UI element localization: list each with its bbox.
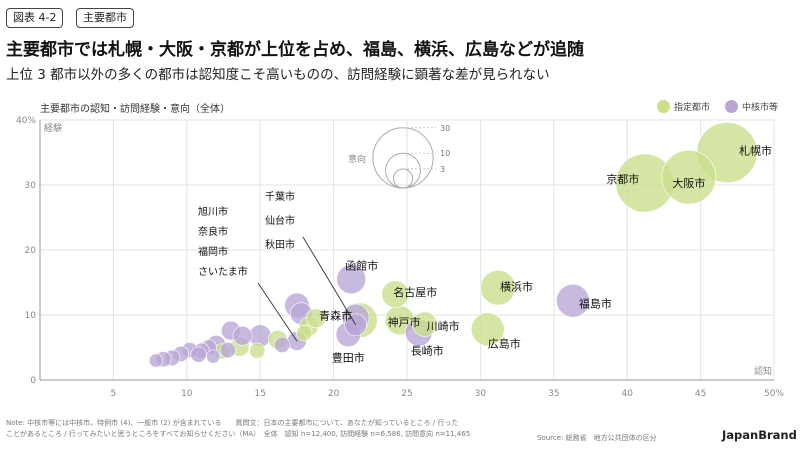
size-legend-circle — [385, 152, 421, 189]
bubble-大阪市 — [661, 149, 717, 205]
size-legend-value: 30 — [440, 124, 450, 133]
bubble-名古屋市 — [381, 280, 410, 308]
annotation-福岡市: 福岡市 — [198, 245, 228, 258]
footnote-line-1: Note: 中核市等には中核市、特例市 (4)、一般市 (2) が含まれている … — [6, 419, 459, 427]
y-tick-label: 30 — [25, 181, 37, 191]
legend-designated-swatch — [657, 100, 670, 113]
x-tick-label: 15 — [254, 389, 265, 399]
point-label-川崎市: 川崎市 — [427, 319, 460, 333]
x-tick-label: 25 — [401, 389, 412, 399]
y-tick-label: 10 — [25, 311, 37, 321]
bubble-福島市 — [556, 283, 590, 318]
bubble-city — [232, 325, 253, 346]
x-tick-label: 30 — [475, 389, 487, 399]
page-title: 主要都市では札幌・大阪・京都が上位を占め、福島、横浜、広島などが追随 — [6, 40, 584, 60]
annotation-旭川市: 旭川市 — [198, 205, 228, 218]
point-label-福島市: 福島市 — [579, 297, 612, 311]
annotation-千葉市: 千葉市 — [265, 190, 295, 203]
bubble-広島市 — [470, 312, 505, 347]
source-note: Source: 総務省 地方公共団体の区分 — [537, 434, 657, 442]
point-label-名古屋市: 名古屋市 — [393, 285, 437, 299]
legend-core-label: 中核市等 — [742, 103, 779, 113]
size-legend-circle — [372, 127, 434, 189]
bubble-city — [219, 342, 236, 359]
x-tick-label: 50% — [764, 389, 784, 399]
bubble-city — [249, 342, 266, 359]
bubble-函館市 — [336, 264, 367, 295]
annotation-秋田市: 秋田市 — [265, 238, 295, 251]
annotation-さいたま市: さいたま市 — [198, 265, 248, 278]
annotation-leader-line — [302, 236, 357, 325]
point-label-京都市: 京都市 — [606, 172, 639, 186]
bubble-横浜市 — [480, 270, 516, 306]
point-label-函館市: 函館市 — [345, 258, 378, 272]
bubble-city — [274, 336, 291, 353]
y-tick-label: 40% — [16, 116, 36, 126]
footnote-line-2: ことがあるところ / 行ってみたいと思うところをすべてお知らせください（MA） … — [6, 430, 471, 438]
size-legend-value: 10 — [440, 149, 450, 158]
legend-designated: 指定都市 — [657, 100, 710, 113]
figure-tag: 図表 4-2 — [6, 8, 64, 28]
x-tick-label: 10 — [181, 389, 193, 399]
annotation-奈良市: 奈良市 — [198, 225, 228, 238]
y-tick-label: 20 — [25, 246, 37, 256]
size-legend-title: 意向 — [348, 153, 366, 165]
annotation-leader-line — [257, 282, 298, 342]
chart-title: 主要都市の認知・訪問経験・意向（全体） — [40, 104, 230, 115]
point-label-大阪市: 大阪市 — [672, 176, 705, 190]
legend-designated-label: 指定都市 — [674, 103, 711, 113]
point-label-広島市: 広島市 — [488, 336, 521, 350]
legend-core: 中核市等 — [725, 100, 778, 113]
size-legend-value: 3 — [440, 165, 445, 174]
footnote: Note: 中核市等には中核市、特例市 (4)、一般市 (2) が含まれている … — [6, 418, 526, 440]
bubble-city — [148, 353, 164, 368]
x-tick-label: 5 — [111, 389, 117, 399]
y-tick-label: 0 — [30, 376, 36, 386]
point-label-青森市: 青森市 — [319, 309, 352, 323]
y-axis-title: 経験 — [44, 122, 62, 134]
point-label-札幌市: 札幌市 — [739, 144, 772, 158]
point-label-横浜市: 横浜市 — [500, 280, 533, 294]
topic-tag: 主要都市 — [76, 8, 134, 28]
bubble-仙台市 — [306, 308, 326, 329]
brand-logo: JapanBrand — [722, 428, 797, 442]
bubble-川崎市 — [412, 311, 438, 337]
legend-core-swatch — [725, 100, 738, 113]
point-label-豊田市: 豊田市 — [332, 351, 365, 365]
bubble-city — [206, 349, 221, 364]
x-tick-label: 35 — [548, 389, 559, 399]
bubble-city — [296, 325, 313, 342]
bubble-city — [190, 346, 207, 363]
annotation-仙台市: 仙台市 — [265, 214, 295, 227]
x-tick-label: 45 — [695, 389, 706, 399]
point-label-長崎市: 長崎市 — [411, 344, 444, 358]
x-tick-label: 40 — [621, 389, 633, 399]
page-subtitle: 上位 3 都市以外の多くの都市は認知度こそ高いものの、訪問経験に顕著な差が見られ… — [6, 67, 550, 83]
x-tick-label: 20 — [328, 389, 340, 399]
point-label-神戸市: 神戸市 — [388, 315, 421, 329]
x-axis-title: 認知 — [754, 365, 772, 377]
